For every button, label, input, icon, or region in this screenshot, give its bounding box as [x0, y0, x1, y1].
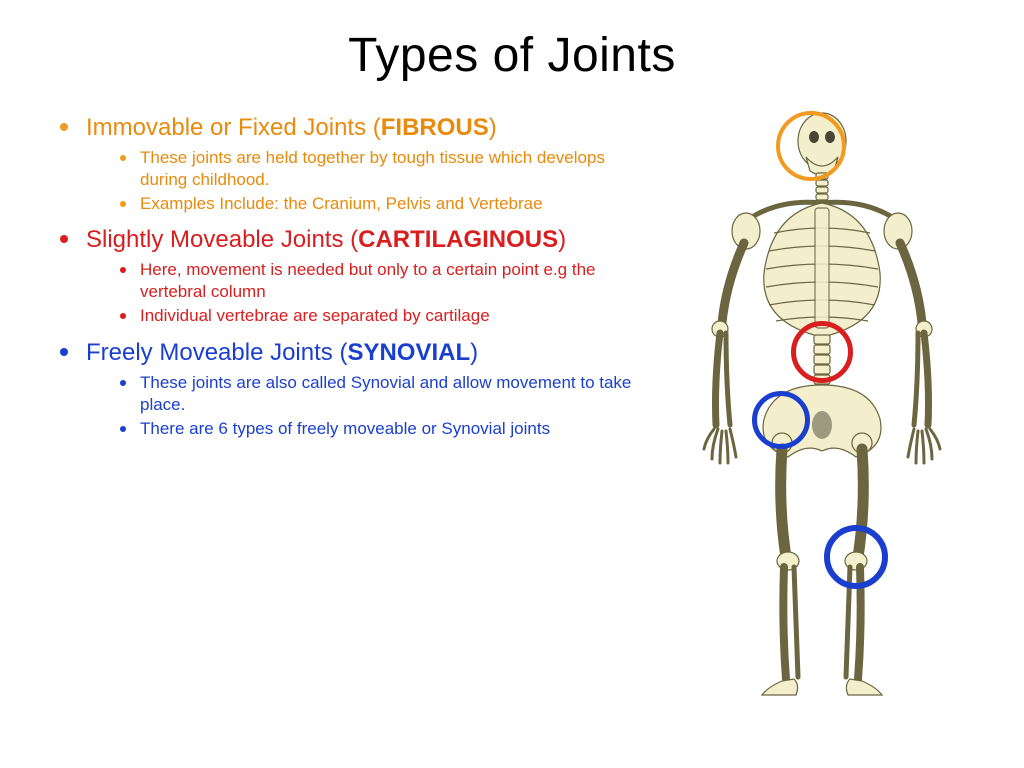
heading-text-bold: SYNOVIAL — [347, 339, 470, 366]
bullet-icon — [60, 235, 68, 243]
bullet-icon — [60, 348, 68, 356]
heading-text-part: Freely Moveable Joints ( — [86, 339, 347, 366]
cartilaginous-heading: Slightly Moveable Joints (CARTILAGINOUS) — [86, 225, 566, 255]
bullet-icon — [120, 201, 126, 207]
skeleton-column — [664, 103, 994, 450]
list-item: Here, movement is needed but only to a c… — [120, 259, 654, 303]
heading-text-part: ) — [470, 339, 478, 366]
sub-text: These joints are held together by tough … — [140, 147, 654, 191]
page-title: Types of Joints — [0, 0, 1024, 103]
list-item: There are 6 types of freely moveable or … — [120, 418, 654, 440]
sub-text: Individual vertebrae are separated by ca… — [140, 305, 490, 327]
heading-text-part: ) — [489, 114, 497, 141]
text-column: Immovable or Fixed Joints (FIBROUS) Thes… — [60, 103, 664, 450]
bullet-icon — [60, 123, 68, 131]
bullet-icon — [120, 313, 126, 319]
knee-circle — [824, 525, 888, 589]
heading-text-part: Slightly Moveable Joints ( — [86, 226, 358, 253]
heading-text-bold: FIBROUS — [381, 114, 489, 141]
bullet-icon — [120, 267, 126, 273]
heading-text-part: Immovable or Fixed Joints ( — [86, 114, 381, 141]
spine-circle — [791, 321, 853, 383]
bullet-icon — [120, 426, 126, 432]
sub-text: These joints are also called Synovial an… — [140, 372, 654, 416]
section-fibrous: Immovable or Fixed Joints (FIBROUS) Thes… — [60, 113, 654, 215]
sub-text: Here, movement is needed but only to a c… — [140, 259, 654, 303]
sub-text: There are 6 types of freely moveable or … — [140, 418, 550, 440]
hip-circle — [752, 391, 810, 449]
content-area: Immovable or Fixed Joints (FIBROUS) Thes… — [0, 103, 1024, 450]
section-cartilaginous: Slightly Moveable Joints (CARTILAGINOUS)… — [60, 225, 654, 327]
sub-text: Examples Include: the Cranium, Pelvis an… — [140, 193, 543, 215]
list-item: Examples Include: the Cranium, Pelvis an… — [120, 193, 654, 215]
list-item: These joints are held together by tough … — [120, 147, 654, 191]
bullet-icon — [120, 380, 126, 386]
heading-text-part: ) — [558, 226, 566, 253]
list-item: Individual vertebrae are separated by ca… — [120, 305, 654, 327]
skeleton-icon — [664, 103, 994, 703]
fibrous-heading: Immovable or Fixed Joints (FIBROUS) — [86, 113, 497, 143]
bullet-icon — [120, 155, 126, 161]
skull-circle — [776, 111, 846, 181]
heading-text-bold: CARTILAGINOUS — [358, 226, 558, 253]
skeleton-diagram — [664, 103, 994, 703]
synovial-heading: Freely Moveable Joints (SYNOVIAL) — [86, 338, 478, 368]
list-item: These joints are also called Synovial an… — [120, 372, 654, 416]
section-synovial: Freely Moveable Joints (SYNOVIAL) These … — [60, 338, 654, 440]
